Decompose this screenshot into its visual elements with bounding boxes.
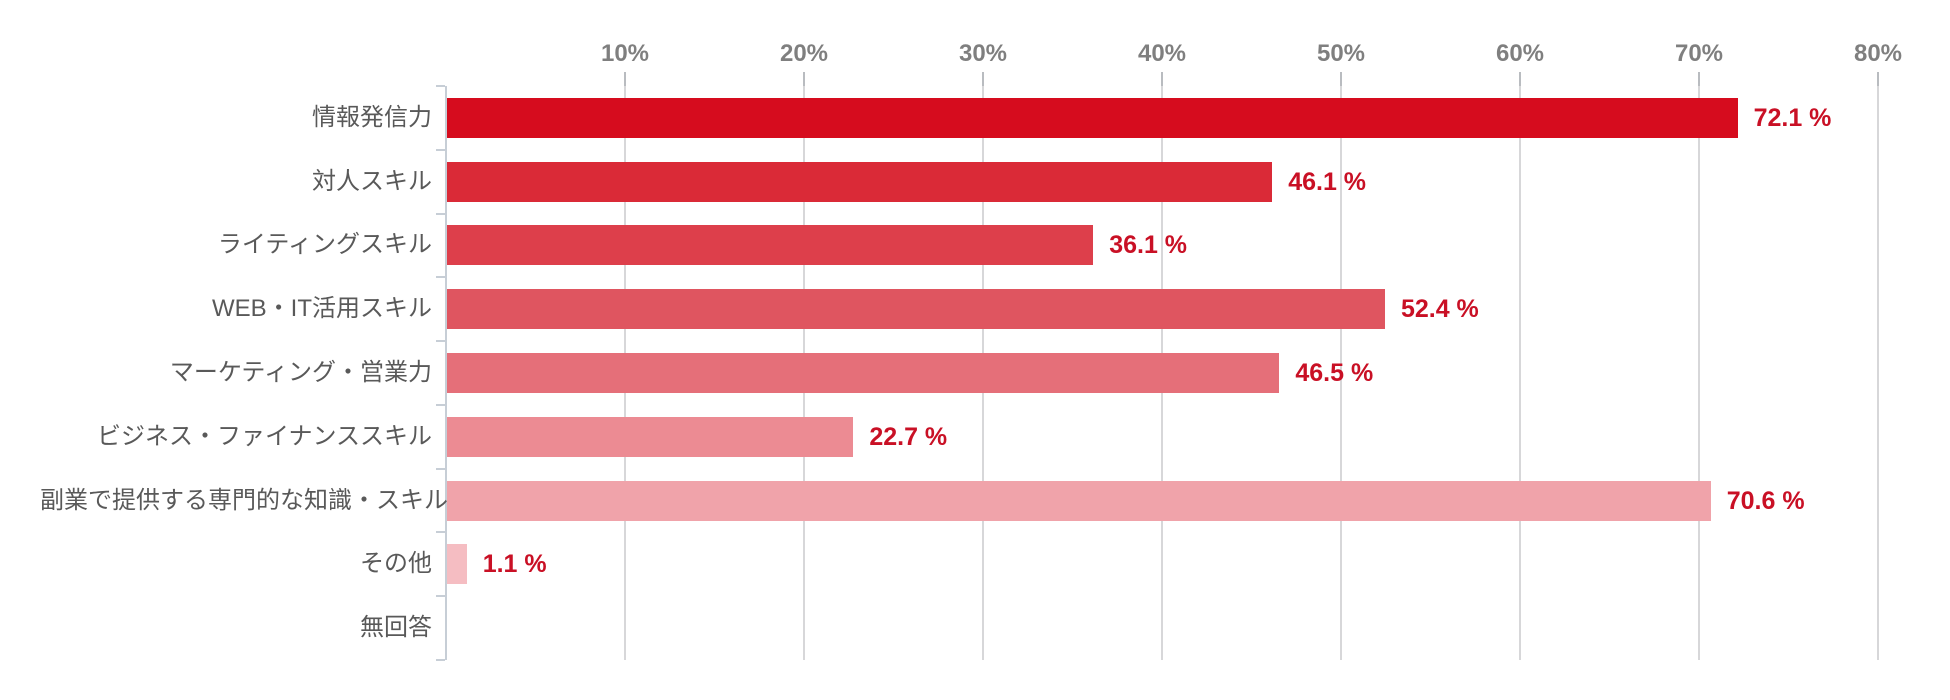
category-label: 情報発信力: [312, 103, 432, 131]
category-label: 副業で提供する専門的な知識・スキル: [40, 486, 448, 514]
y-axis-tick: [436, 531, 445, 534]
y-axis-tick: [436, 340, 445, 343]
bar: [447, 416, 854, 457]
x-tick-mark: [1877, 72, 1879, 86]
y-axis-tick: [436, 276, 445, 279]
x-tick-mark: [1161, 72, 1163, 86]
x-tick-mark: [624, 72, 626, 86]
bar: [447, 161, 1273, 202]
gridline: [1519, 86, 1521, 660]
x-tick-mark: [982, 72, 984, 86]
gridline: [1877, 86, 1879, 660]
value-label: 46.1 %: [1288, 167, 1367, 196]
gridline: [1698, 86, 1700, 660]
value-label: 22.7 %: [869, 422, 948, 451]
x-tick-label: 60%: [1495, 40, 1545, 67]
bar: [447, 289, 1385, 330]
category-label: 対人スキル: [312, 167, 432, 195]
category-label: マーケティング・営業力: [169, 359, 432, 386]
y-axis-tick: [436, 659, 445, 661]
x-tick-label: 50%: [1316, 40, 1366, 67]
y-axis-tick: [436, 212, 445, 215]
bar: [447, 353, 1280, 393]
gridline: [1340, 86, 1342, 660]
x-tick-label: 70%: [1674, 40, 1724, 67]
category-label: ビジネス・ファイナンススキル: [96, 422, 432, 450]
x-tick-mark: [1519, 72, 1521, 86]
category-label: ライティングスキル: [217, 231, 432, 259]
x-tick-label: 20%: [779, 40, 829, 67]
bar: [447, 480, 1711, 521]
category-label: 無回答: [360, 614, 432, 642]
y-axis-line: [445, 86, 447, 660]
x-tick-label: 30%: [958, 40, 1008, 67]
x-tick-mark: [1698, 72, 1700, 86]
y-axis-tick: [436, 403, 445, 406]
value-label: 36.1 %: [1109, 231, 1188, 260]
bar: [447, 544, 467, 585]
value-label: 46.5 %: [1295, 359, 1374, 387]
value-label: 70.6 %: [1726, 486, 1805, 515]
category-label: その他: [360, 550, 432, 578]
bar: [447, 97, 1738, 138]
value-label: 52.4 %: [1400, 295, 1479, 324]
y-axis-tick: [436, 148, 445, 151]
value-label: 72.1 %: [1753, 103, 1832, 132]
x-tick-label: 80%: [1853, 40, 1903, 67]
x-tick-mark: [803, 72, 805, 86]
category-label: WEB・IT活用スキル: [212, 295, 432, 323]
x-tick-mark: [1340, 72, 1342, 86]
x-tick-label: 10%: [600, 40, 650, 67]
bar: [447, 225, 1094, 266]
y-axis-tick: [436, 467, 445, 470]
y-axis-tick: [436, 595, 445, 598]
y-axis-tick: [436, 85, 445, 87]
x-tick-label: 40%: [1137, 40, 1187, 67]
value-label: 1.1 %: [482, 550, 547, 579]
